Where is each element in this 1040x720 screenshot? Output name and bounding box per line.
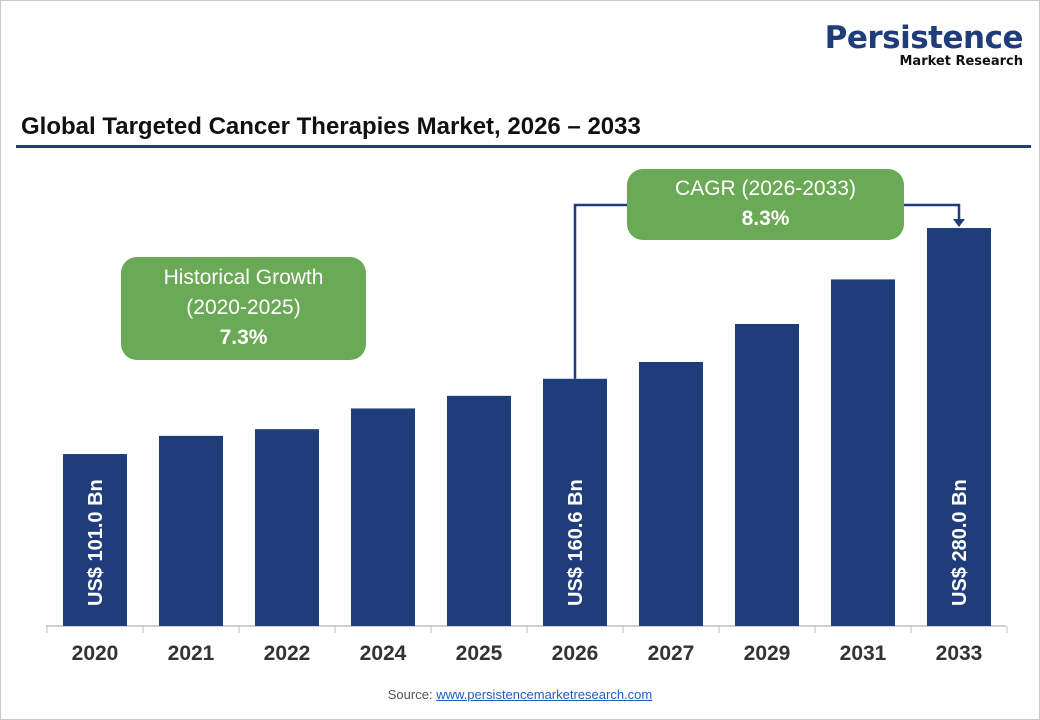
cagr-line1: CAGR (2026-2033) [675, 177, 856, 200]
arrow-head-icon [953, 219, 965, 228]
x-tick-label: 2033 [936, 642, 983, 665]
data-label: US$ 101.0 Bn [85, 479, 107, 606]
bar-2021 [159, 435, 223, 626]
x-tick-label: 2031 [840, 642, 887, 665]
x-tick-label: 2024 [360, 642, 407, 665]
data-label: US$ 160.6 Bn [565, 479, 587, 606]
x-tick-label: 2022 [264, 642, 311, 665]
x-tick-label: 2020 [72, 642, 119, 665]
source-label: Source: [387, 687, 433, 702]
bar-2025 [447, 395, 511, 626]
bar-2027 [639, 361, 703, 626]
bar-2031 [831, 279, 895, 626]
bar-2024 [351, 408, 415, 626]
x-tick-label: 2021 [168, 642, 215, 665]
cagr-value: 8.3% [741, 207, 790, 230]
historical-line2: (2020-2025) [186, 296, 301, 319]
data-label: US$ 280.0 Bn [949, 479, 971, 606]
bar-2022 [255, 429, 319, 626]
chart-title: Global Targeted Cancer Therapies Market,… [21, 113, 641, 140]
cagr-connector-right [904, 203, 961, 221]
x-tick-label: 2027 [648, 642, 695, 665]
bar-2033 [927, 228, 991, 626]
bar-2029 [735, 323, 799, 626]
historical-value: 7.3% [219, 326, 268, 349]
source-link[interactable]: www.persistencemarketresearch.com [436, 687, 653, 702]
cagr-box: CAGR (2026-2033) 8.3% [627, 169, 904, 240]
logo-line2: Market Research [899, 54, 1024, 69]
x-tick-label: 2025 [456, 642, 503, 665]
logo-line1: Persistence [824, 20, 1024, 56]
bar-2020 [63, 454, 127, 626]
source-note: Source: www.persistencemarketresearch.co… [1, 687, 1039, 702]
cagr-connector-left [573, 203, 627, 379]
historical-line1: Historical Growth [163, 266, 324, 289]
logo: Persistence Market Research [824, 20, 1024, 69]
bar-2026 [543, 378, 607, 626]
x-tick-label: 2029 [744, 642, 791, 665]
title-rule [16, 145, 1031, 148]
historical-growth-box: Historical Growth (2020-2025) 7.3% [121, 257, 366, 360]
x-tick-label: 2026 [552, 642, 599, 665]
